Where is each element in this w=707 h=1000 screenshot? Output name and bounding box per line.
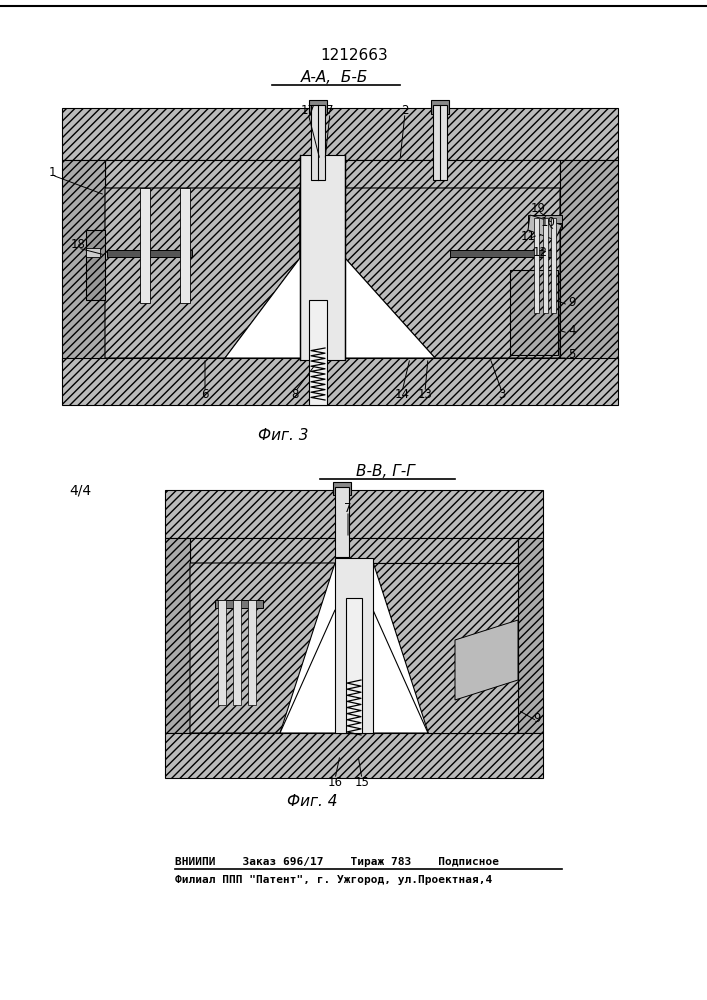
- Text: В-В, Г-Г: В-В, Г-Г: [356, 464, 414, 480]
- Text: 6: 6: [201, 388, 209, 401]
- Polygon shape: [373, 563, 518, 733]
- Text: 18: 18: [71, 238, 86, 251]
- Text: 16: 16: [327, 776, 342, 788]
- Bar: [218, 600, 226, 705]
- Bar: [233, 600, 241, 705]
- Bar: [528, 223, 562, 229]
- Bar: [518, 538, 543, 733]
- Text: Филиал ППП "Патент", г. Ужгород, ул.Проектная,4: Филиал ППП "Патент", г. Ужгород, ул.Прое…: [175, 875, 492, 885]
- Bar: [62, 160, 105, 365]
- Bar: [510, 270, 558, 355]
- Bar: [86, 230, 105, 300]
- Text: 5: 5: [568, 349, 575, 361]
- Bar: [165, 733, 543, 778]
- Polygon shape: [105, 188, 300, 358]
- Bar: [309, 100, 327, 114]
- Text: 14: 14: [395, 388, 409, 401]
- Text: 11: 11: [520, 230, 535, 242]
- Bar: [346, 598, 362, 733]
- Bar: [335, 558, 373, 733]
- Bar: [543, 218, 548, 313]
- Text: 15: 15: [355, 776, 370, 788]
- Text: А-А,  Б-Б: А-А, Б-Б: [301, 70, 368, 86]
- Bar: [86, 248, 100, 257]
- Bar: [105, 160, 560, 188]
- Text: 7: 7: [326, 104, 334, 116]
- Bar: [333, 482, 351, 495]
- Bar: [62, 108, 618, 160]
- Bar: [311, 105, 325, 180]
- Polygon shape: [455, 620, 518, 700]
- Bar: [190, 538, 518, 563]
- Bar: [300, 155, 345, 360]
- Polygon shape: [280, 610, 428, 733]
- Bar: [551, 218, 556, 313]
- Bar: [165, 538, 190, 733]
- Text: 17: 17: [300, 104, 315, 116]
- Bar: [560, 160, 618, 365]
- Text: 1212663: 1212663: [320, 47, 388, 62]
- Text: 2: 2: [402, 104, 409, 116]
- Bar: [450, 250, 555, 257]
- Text: Фиг. 4: Фиг. 4: [287, 794, 337, 810]
- Text: 8: 8: [291, 388, 298, 401]
- Text: 10: 10: [541, 216, 556, 229]
- Text: ВНИИПИ    Заказ 696/17    Тираж 783    Подписное: ВНИИПИ Заказ 696/17 Тираж 783 Подписное: [175, 857, 499, 867]
- Bar: [248, 600, 256, 705]
- Text: 3: 3: [498, 388, 506, 401]
- Text: 4: 4: [568, 324, 575, 336]
- Polygon shape: [345, 188, 560, 358]
- Bar: [431, 100, 449, 114]
- Text: Фиг. 3: Фиг. 3: [258, 428, 308, 442]
- Polygon shape: [300, 188, 345, 315]
- Bar: [62, 358, 618, 405]
- Bar: [309, 300, 327, 405]
- Bar: [433, 105, 447, 180]
- Bar: [335, 487, 349, 557]
- Text: 7: 7: [344, 502, 352, 514]
- Bar: [165, 490, 543, 538]
- Text: 13: 13: [418, 388, 433, 401]
- Text: 1: 1: [48, 165, 56, 178]
- Text: 19: 19: [530, 202, 546, 215]
- Bar: [140, 188, 150, 303]
- Text: 9: 9: [568, 296, 575, 308]
- Bar: [107, 250, 192, 257]
- Text: 4/4: 4/4: [69, 483, 91, 497]
- Bar: [528, 215, 562, 223]
- Polygon shape: [528, 215, 562, 240]
- Polygon shape: [225, 258, 435, 358]
- Text: 9: 9: [533, 712, 541, 724]
- Bar: [215, 600, 263, 608]
- Polygon shape: [190, 563, 335, 733]
- Text: 12: 12: [532, 245, 547, 258]
- Bar: [534, 218, 539, 313]
- Bar: [180, 188, 190, 303]
